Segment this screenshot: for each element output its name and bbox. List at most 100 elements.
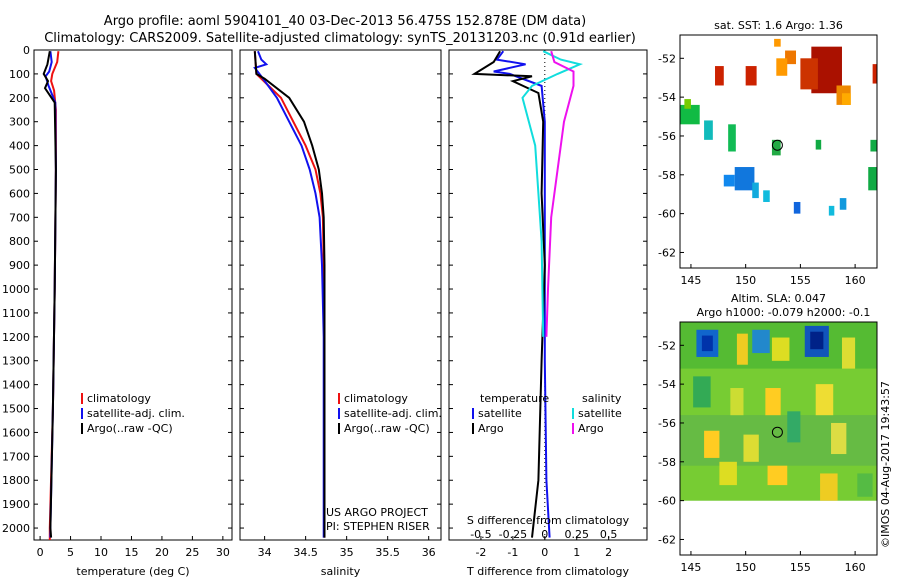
difference-s-xtick-label: 0 — [541, 528, 548, 541]
differences-xlabel: T difference from climatology — [466, 565, 629, 578]
differences-series-salinity-argo — [545, 50, 575, 337]
sla-map-xtick-label: 145 — [680, 561, 701, 574]
sst-map-cell — [785, 50, 797, 65]
sla-map-xtick-label: 160 — [845, 561, 866, 574]
difference-panel: -2 -1 0 1 2 T difference from climatology -0.5… — [448, 49, 648, 578]
salinity-axes-frame — [239, 49, 442, 541]
temperature-panel: 0100200300400500600700800900100011001200… — [2, 44, 233, 578]
temperature-axes-frame — [33, 49, 233, 541]
salinity-xtick-label: 35.5 — [375, 546, 400, 559]
temperature-ytick-label: 1200 — [2, 331, 30, 344]
salinity-legend-label: climatology — [344, 392, 408, 405]
difference-salinity-legend-label: satellite — [578, 407, 622, 420]
project-credit: US ARGO PROJECT — [326, 506, 428, 519]
sst-map-cell — [828, 205, 835, 216]
difference-salinity-legend-title: salinity — [582, 392, 622, 405]
differences-series-salinity-satellite — [521, 50, 584, 337]
sst-map-argo-marker — [771, 139, 783, 151]
temperature-xtick-label: 0 — [37, 546, 44, 559]
salinity-legend-label: Argo(..raw -QC) — [344, 422, 430, 435]
sla-map-ytick-label: -54 — [658, 378, 676, 391]
temperature-ytick-label: 300 — [9, 116, 30, 129]
salinity-xtick-label: 34.5 — [293, 546, 318, 559]
temperature-ytick-label: 1600 — [2, 426, 30, 439]
difference-s-xtick-label: -0.25 — [499, 528, 527, 541]
sla-map-cell — [719, 461, 737, 486]
sla-map-cell — [787, 411, 801, 443]
temperature-xtick-label: 30 — [216, 546, 230, 559]
temperature-ytick-label: 1700 — [2, 450, 30, 463]
difference-temperature-legend-title: temperature — [480, 392, 549, 405]
sst-map-cell — [715, 66, 724, 86]
temperature-xtick-label: 15 — [124, 546, 138, 559]
sst-map-title: sat. SST: 1.6 Argo: 1.36 — [714, 19, 843, 32]
temperature-ytick-label: 1900 — [2, 498, 30, 511]
temperature-ytick-label: 2000 — [2, 522, 30, 535]
temperature-ytick-label: 600 — [9, 187, 30, 200]
temperature-legend-label: climatology — [87, 392, 151, 405]
difference-s-xtick-label: -0.5 — [470, 528, 491, 541]
difference-s-xlabel: S difference from climatology — [467, 514, 630, 527]
sla-map-cell — [752, 329, 770, 354]
pi-credit: PI: STEPHEN RISER — [326, 520, 430, 533]
sst-map-cell — [752, 182, 759, 199]
sst-map-cell — [745, 66, 757, 86]
differences-xtick-label: 2 — [605, 546, 612, 559]
sla-map-title: Altim. SLA: 0.047 — [731, 292, 826, 305]
sla-map-ytick-label: -52 — [658, 339, 676, 352]
temperature-legend-label: satellite-adj. clim. — [87, 407, 185, 420]
sla-map-ytick-label: -62 — [658, 533, 676, 546]
differences-xtick-label: -2 — [475, 546, 486, 559]
sst-map-cell — [734, 167, 755, 191]
sla-map-cell — [730, 388, 744, 423]
sst-map-cell — [868, 167, 877, 191]
temperature-ytick-label: 1000 — [2, 283, 30, 296]
differences-series-temperature-satellite — [493, 50, 551, 538]
sst-map-cell — [800, 58, 818, 90]
imos-stamp: ©IMOS 04-Aug-2017 19:43:57 — [879, 381, 892, 548]
temperature-xlabel: temperature (deg C) — [76, 565, 189, 578]
sst-map-ytick-label: -54 — [658, 91, 676, 104]
sst-map-cell — [728, 124, 736, 152]
temperature-ytick-label: 700 — [9, 211, 30, 224]
sla-map-cell — [831, 422, 847, 455]
sst-map-ytick-label: -58 — [658, 169, 676, 182]
salinity-panel: 34 34.5 35 35.5 36 salinity climatology satelli… — [239, 49, 442, 578]
title-line2: Climatology: CARS2009. Satellite-adjuste… — [44, 31, 636, 46]
temperature-ytick-label: 400 — [9, 140, 30, 153]
temperature-ytick-label: 200 — [9, 92, 30, 105]
difference-salinity-legend-label: Argo — [578, 422, 604, 435]
sst-map-cell — [870, 139, 877, 152]
sst-map-cell — [776, 58, 788, 76]
sst-map-cell — [815, 139, 822, 150]
difference-s-xtick-label: 0.25 — [564, 528, 589, 541]
differences-xtick-label: 1 — [573, 546, 580, 559]
sst-map-panel: -52 -54 -56 -58 -60 -62 145 150 155 160 sat. SST: … — [658, 19, 878, 287]
sla-map-cell — [693, 376, 711, 408]
sst-map-xtick-label: 150 — [735, 274, 756, 287]
sla-map-cell — [857, 473, 873, 497]
sla-map-ytick-label: -58 — [658, 456, 676, 469]
sst-map-cell — [771, 139, 781, 156]
sla-map-cell — [820, 473, 838, 501]
sla-map-xtick-label: 155 — [790, 561, 811, 574]
sst-map-cell — [872, 64, 877, 84]
sla-map-panel: -52 -54 -56 -58 -60 -62 145 150 155 160 Altim. SLA… — [658, 292, 878, 574]
temperature-xtick-label: 20 — [155, 546, 169, 559]
title-line1: Argo profile: aoml 5904101_40 03-Dec-201… — [104, 14, 586, 29]
difference-temperature-legend-label: Argo — [478, 422, 504, 435]
sst-map-xtick-label: 145 — [680, 274, 701, 287]
temperature-ytick-label: 1800 — [2, 474, 30, 487]
sla-map-ytick-label: -56 — [658, 417, 676, 430]
temperature-ytick-label: 800 — [9, 235, 30, 248]
temperature-ytick-label: 100 — [9, 68, 30, 81]
temperature-xtick-label: 25 — [185, 546, 199, 559]
sla-map-cell — [767, 465, 788, 486]
temperature-xtick-label: 10 — [94, 546, 108, 559]
temperature-ytick-label: 1300 — [2, 355, 30, 368]
sla-map-cell — [701, 335, 713, 352]
temperature-ytick-label: 1100 — [2, 307, 30, 320]
temperature-legend-label: Argo(..raw -QC) — [87, 422, 173, 435]
differences-xtick-label: 0 — [541, 546, 548, 559]
